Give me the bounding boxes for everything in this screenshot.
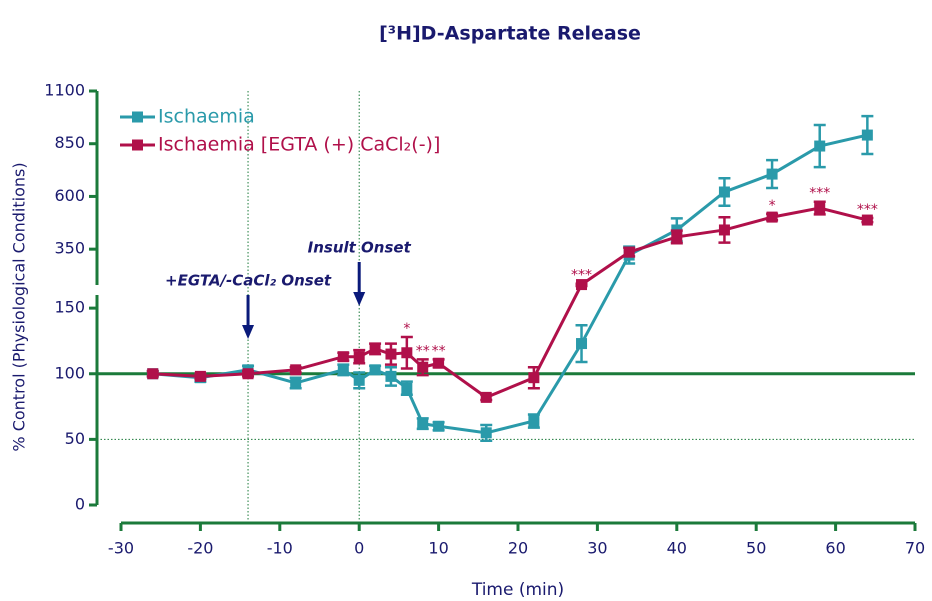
significance-label: *** bbox=[571, 268, 592, 284]
annotation: Insult Onset bbox=[308, 239, 412, 257]
data-point bbox=[417, 361, 429, 373]
y-tick-label: 100 bbox=[54, 363, 85, 382]
data-point bbox=[194, 370, 206, 382]
arrow-head bbox=[353, 292, 366, 306]
data-point bbox=[353, 351, 365, 363]
data-point bbox=[671, 231, 683, 243]
significance-label: *** bbox=[809, 186, 830, 202]
y-tick-label: 850 bbox=[54, 133, 85, 152]
data-point bbox=[385, 348, 397, 360]
x-tick-label: -30 bbox=[108, 539, 134, 558]
y-axis-label: % Control (Physiological Conditions) bbox=[10, 162, 29, 451]
annotation: +EGTA/-CaCl₂ Onset bbox=[165, 272, 332, 290]
data-point bbox=[401, 347, 413, 359]
y-tick-label: 600 bbox=[54, 186, 85, 205]
x-tick-label: 30 bbox=[587, 539, 607, 558]
data-point bbox=[480, 391, 492, 403]
x-tick-label: 40 bbox=[667, 539, 687, 558]
data-point bbox=[433, 357, 445, 369]
y-tick-label: 50 bbox=[65, 429, 85, 448]
x-tick-label: 60 bbox=[825, 539, 845, 558]
x-tick-label: -20 bbox=[187, 539, 213, 558]
data-point bbox=[290, 377, 302, 389]
series-line bbox=[152, 206, 868, 400]
data-point bbox=[433, 420, 445, 432]
data-point bbox=[528, 372, 540, 384]
data-point bbox=[401, 382, 413, 394]
significance-label: * bbox=[403, 321, 410, 337]
data-point bbox=[623, 246, 635, 258]
data-point bbox=[369, 364, 381, 376]
data-point bbox=[766, 168, 778, 180]
legend-label: Ischaemia bbox=[158, 106, 255, 128]
data-point bbox=[337, 351, 349, 363]
data-point bbox=[576, 338, 588, 350]
y-tick-label: 1100 bbox=[44, 81, 85, 100]
legend-label: Ischaemia [EGTA (+) CaCl₂(-)] bbox=[158, 134, 440, 156]
x-tick-label: 50 bbox=[746, 539, 766, 558]
data-point bbox=[147, 368, 159, 380]
data-point bbox=[290, 364, 302, 376]
significance-label: *** bbox=[857, 202, 878, 218]
data-point bbox=[814, 202, 826, 214]
legend-marker bbox=[132, 139, 143, 151]
data-point bbox=[417, 418, 429, 430]
x-tick-label: 70 bbox=[905, 539, 925, 558]
data-point bbox=[528, 415, 540, 427]
x-tick-label: 10 bbox=[428, 539, 448, 558]
significance-label: ** bbox=[416, 343, 430, 359]
data-point bbox=[861, 214, 873, 226]
arrow-head bbox=[242, 325, 255, 339]
legend-marker bbox=[132, 111, 143, 123]
data-point bbox=[766, 211, 778, 223]
data-point bbox=[337, 364, 349, 376]
data-point bbox=[718, 186, 730, 198]
data-point bbox=[369, 343, 381, 355]
data-point bbox=[576, 279, 588, 291]
data-point bbox=[861, 129, 873, 141]
x-tick-label: -10 bbox=[267, 539, 293, 558]
y-tick-label: 0 bbox=[75, 495, 85, 514]
chart-title: [³H]D-Aspartate Release bbox=[379, 23, 641, 45]
x-tick-label: 0 bbox=[354, 539, 364, 558]
data-point bbox=[242, 368, 254, 380]
series-line bbox=[152, 133, 868, 435]
x-axis-label: Time (min) bbox=[471, 580, 564, 600]
data-point bbox=[353, 374, 365, 386]
data-point bbox=[480, 427, 492, 439]
significance-label: * bbox=[769, 198, 776, 214]
data-point bbox=[385, 370, 397, 382]
significance-label: ** bbox=[432, 343, 446, 359]
data-point bbox=[718, 224, 730, 236]
data-point bbox=[814, 140, 826, 152]
y-tick-label: 350 bbox=[54, 239, 85, 258]
y-tick-label: 150 bbox=[54, 298, 85, 317]
x-tick-label: 20 bbox=[508, 539, 528, 558]
